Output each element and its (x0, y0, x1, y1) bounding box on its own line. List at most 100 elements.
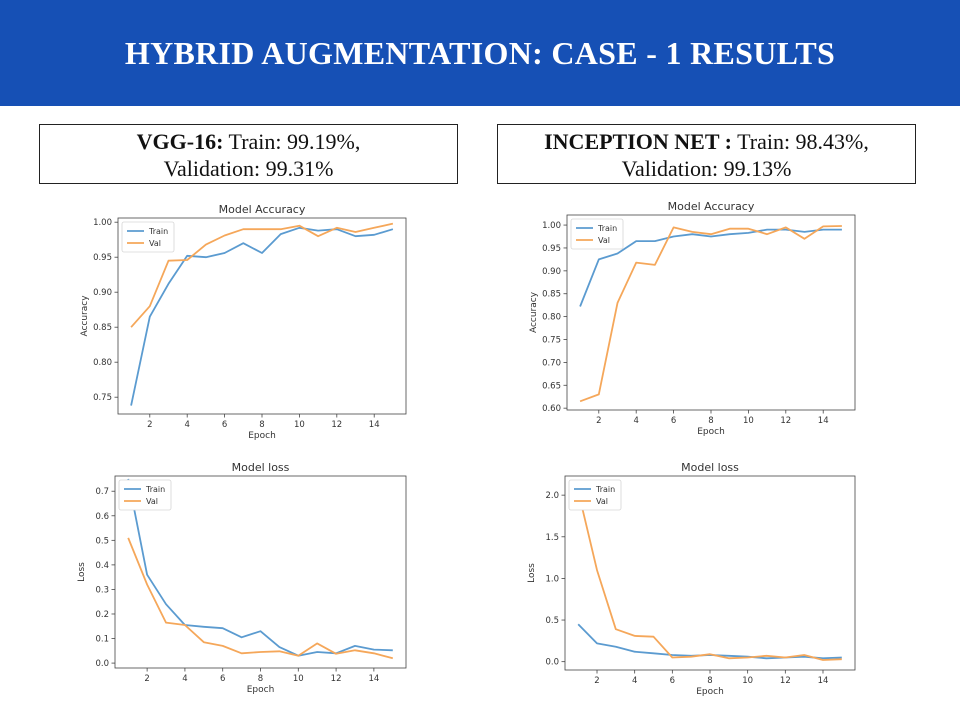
y-tick-label: 0.7 (95, 487, 109, 497)
legend-label-train: Train (148, 227, 168, 236)
inception-model-name: INCEPTION NET : (544, 129, 732, 154)
y-tick-label: 0.80 (542, 313, 561, 323)
y-tick-label: 1.5 (545, 533, 559, 543)
y-tick-label: 0.90 (93, 288, 112, 298)
y-tick-label: 0.90 (542, 267, 561, 277)
chart-title: Model Accuracy (668, 200, 755, 213)
y-axis-label: Loss (527, 563, 537, 583)
x-tick-label: 10 (294, 420, 305, 430)
x-tick-label: 4 (632, 676, 637, 686)
y-tick-label: 2.0 (545, 491, 559, 501)
legend-label-val: Val (146, 497, 158, 506)
chart-title: Model loss (232, 461, 290, 474)
vgg-model-name: VGG-16: (136, 129, 224, 154)
x-tick-label: 14 (818, 416, 829, 426)
inception-accuracy-chart: Model Accuracy 2 4 6 8 10 12 14 0.60 0.65 0.70 0.75… (529, 200, 856, 437)
legend-label-val: Val (596, 497, 608, 506)
x-tick-label: 6 (670, 676, 675, 686)
y-tick-label: 0.60 (542, 404, 561, 414)
y-tick-label: 0.5 (545, 616, 559, 626)
y-tick-label: 0.65 (542, 381, 561, 391)
x-tick-label: 10 (743, 416, 754, 426)
x-axis-label: Epoch (697, 427, 725, 437)
x-tick-label: 12 (780, 676, 791, 686)
x-tick-label: 2 (144, 674, 149, 684)
series-line-val (127, 537, 394, 660)
series-line-val (577, 490, 842, 661)
y-tick-label: 0.6 (95, 512, 109, 522)
inception-results-caption: INCEPTION NET : Train: 98.43%, Validatio… (497, 124, 916, 184)
x-tick-label: 14 (368, 674, 379, 684)
x-tick-label: 12 (331, 420, 342, 430)
x-tick-label: 8 (707, 676, 712, 686)
x-tick-label: 12 (331, 674, 342, 684)
x-tick-label: 6 (671, 416, 676, 426)
y-tick-label: 0.2 (95, 610, 109, 620)
y-tick-label: 0.4 (95, 561, 109, 571)
inception-train-score: Train: 98.43%, (731, 129, 869, 154)
y-tick-label: 0.95 (93, 253, 112, 263)
x-tick-label: 4 (633, 416, 638, 426)
x-tick-label: 14 (818, 676, 829, 686)
legend-box (118, 479, 172, 511)
y-tick-label: 1.0 (545, 574, 559, 584)
vgg-train-score: Train: 99.19%, (223, 129, 361, 154)
y-tick-label: 0.70 (542, 358, 561, 368)
x-tick-label: 6 (222, 420, 227, 430)
x-axis-label: Epoch (247, 685, 275, 695)
y-tick-label: 0.0 (95, 659, 109, 669)
y-axis-label: Accuracy (529, 291, 539, 333)
x-tick-label: 2 (596, 416, 601, 426)
y-tick-label: 0.80 (93, 358, 112, 368)
y-tick-label: 0.0 (545, 658, 559, 668)
y-tick-label: 0.75 (93, 393, 112, 403)
x-tick-label: 14 (369, 420, 380, 430)
chart-title: Model Accuracy (219, 203, 306, 216)
series-line-train (130, 226, 394, 406)
x-tick-label: 4 (184, 420, 189, 430)
x-tick-label: 12 (780, 416, 791, 426)
vgg-validation-score: Validation: 99.31% (163, 156, 334, 181)
legend-box (568, 479, 622, 511)
vgg-accuracy-chart: Model Accuracy 2 4 6 8 10 12 14 0.75 0.80 0.85 0.90… (80, 203, 407, 441)
x-axis-label: Epoch (696, 687, 724, 697)
legend-box (121, 221, 175, 253)
y-axis-label: Accuracy (80, 295, 90, 337)
x-tick-label: 8 (708, 416, 713, 426)
x-tick-label: 4 (182, 674, 187, 684)
y-tick-label: 0.95 (542, 244, 561, 254)
x-tick-label: 10 (293, 674, 304, 684)
legend-label-train: Train (145, 485, 165, 494)
legend-box (570, 218, 624, 250)
chart-title: Model loss (681, 461, 739, 474)
series-line-train (579, 228, 842, 307)
legend-label-val: Val (598, 236, 610, 245)
legend-label-val: Val (149, 239, 161, 248)
x-tick-label: 6 (220, 674, 225, 684)
y-axis-label: Loss (77, 562, 87, 582)
y-tick-label: 1.00 (542, 221, 561, 231)
y-tick-label: 0.85 (93, 323, 112, 333)
x-tick-label: 2 (147, 420, 152, 430)
series-line-val (579, 225, 842, 403)
x-tick-label: 2 (594, 676, 599, 686)
slide-title: HYBRID AUGMENTATION: CASE - 1 RESULTS (124, 34, 836, 71)
y-tick-label: 0.1 (95, 635, 109, 645)
vgg-results-caption: VGG-16: Train: 99.19%, Validation: 99.31… (39, 124, 458, 184)
y-tick-label: 0.85 (542, 290, 561, 300)
legend-label-train: Train (595, 485, 615, 494)
x-tick-label: 10 (742, 676, 753, 686)
series-line-val (130, 222, 394, 328)
legend-label-train: Train (597, 224, 617, 233)
inception-validation-score: Validation: 99.13% (621, 156, 792, 181)
inception-loss-chart: Model loss 2 4 6 8 10 12 14 0.0 0.5 1.0 1.5 2.0 Epoch… (527, 461, 856, 697)
series-line-train (127, 478, 393, 657)
y-tick-label: 0.3 (95, 585, 109, 595)
vgg-loss-chart: Model loss 2 4 6 8 10 12 14 0.0 0.1 0.2 0.3 0.4 0.5 0.… (77, 461, 407, 695)
x-tick-label: 8 (259, 420, 264, 430)
title-banner: HYBRID AUGMENTATION: CASE - 1 RESULTS (0, 0, 960, 106)
y-tick-label: 0.5 (95, 536, 109, 546)
x-tick-label: 8 (258, 674, 263, 684)
y-tick-label: 0.75 (542, 336, 561, 346)
y-tick-label: 1.00 (93, 218, 112, 228)
